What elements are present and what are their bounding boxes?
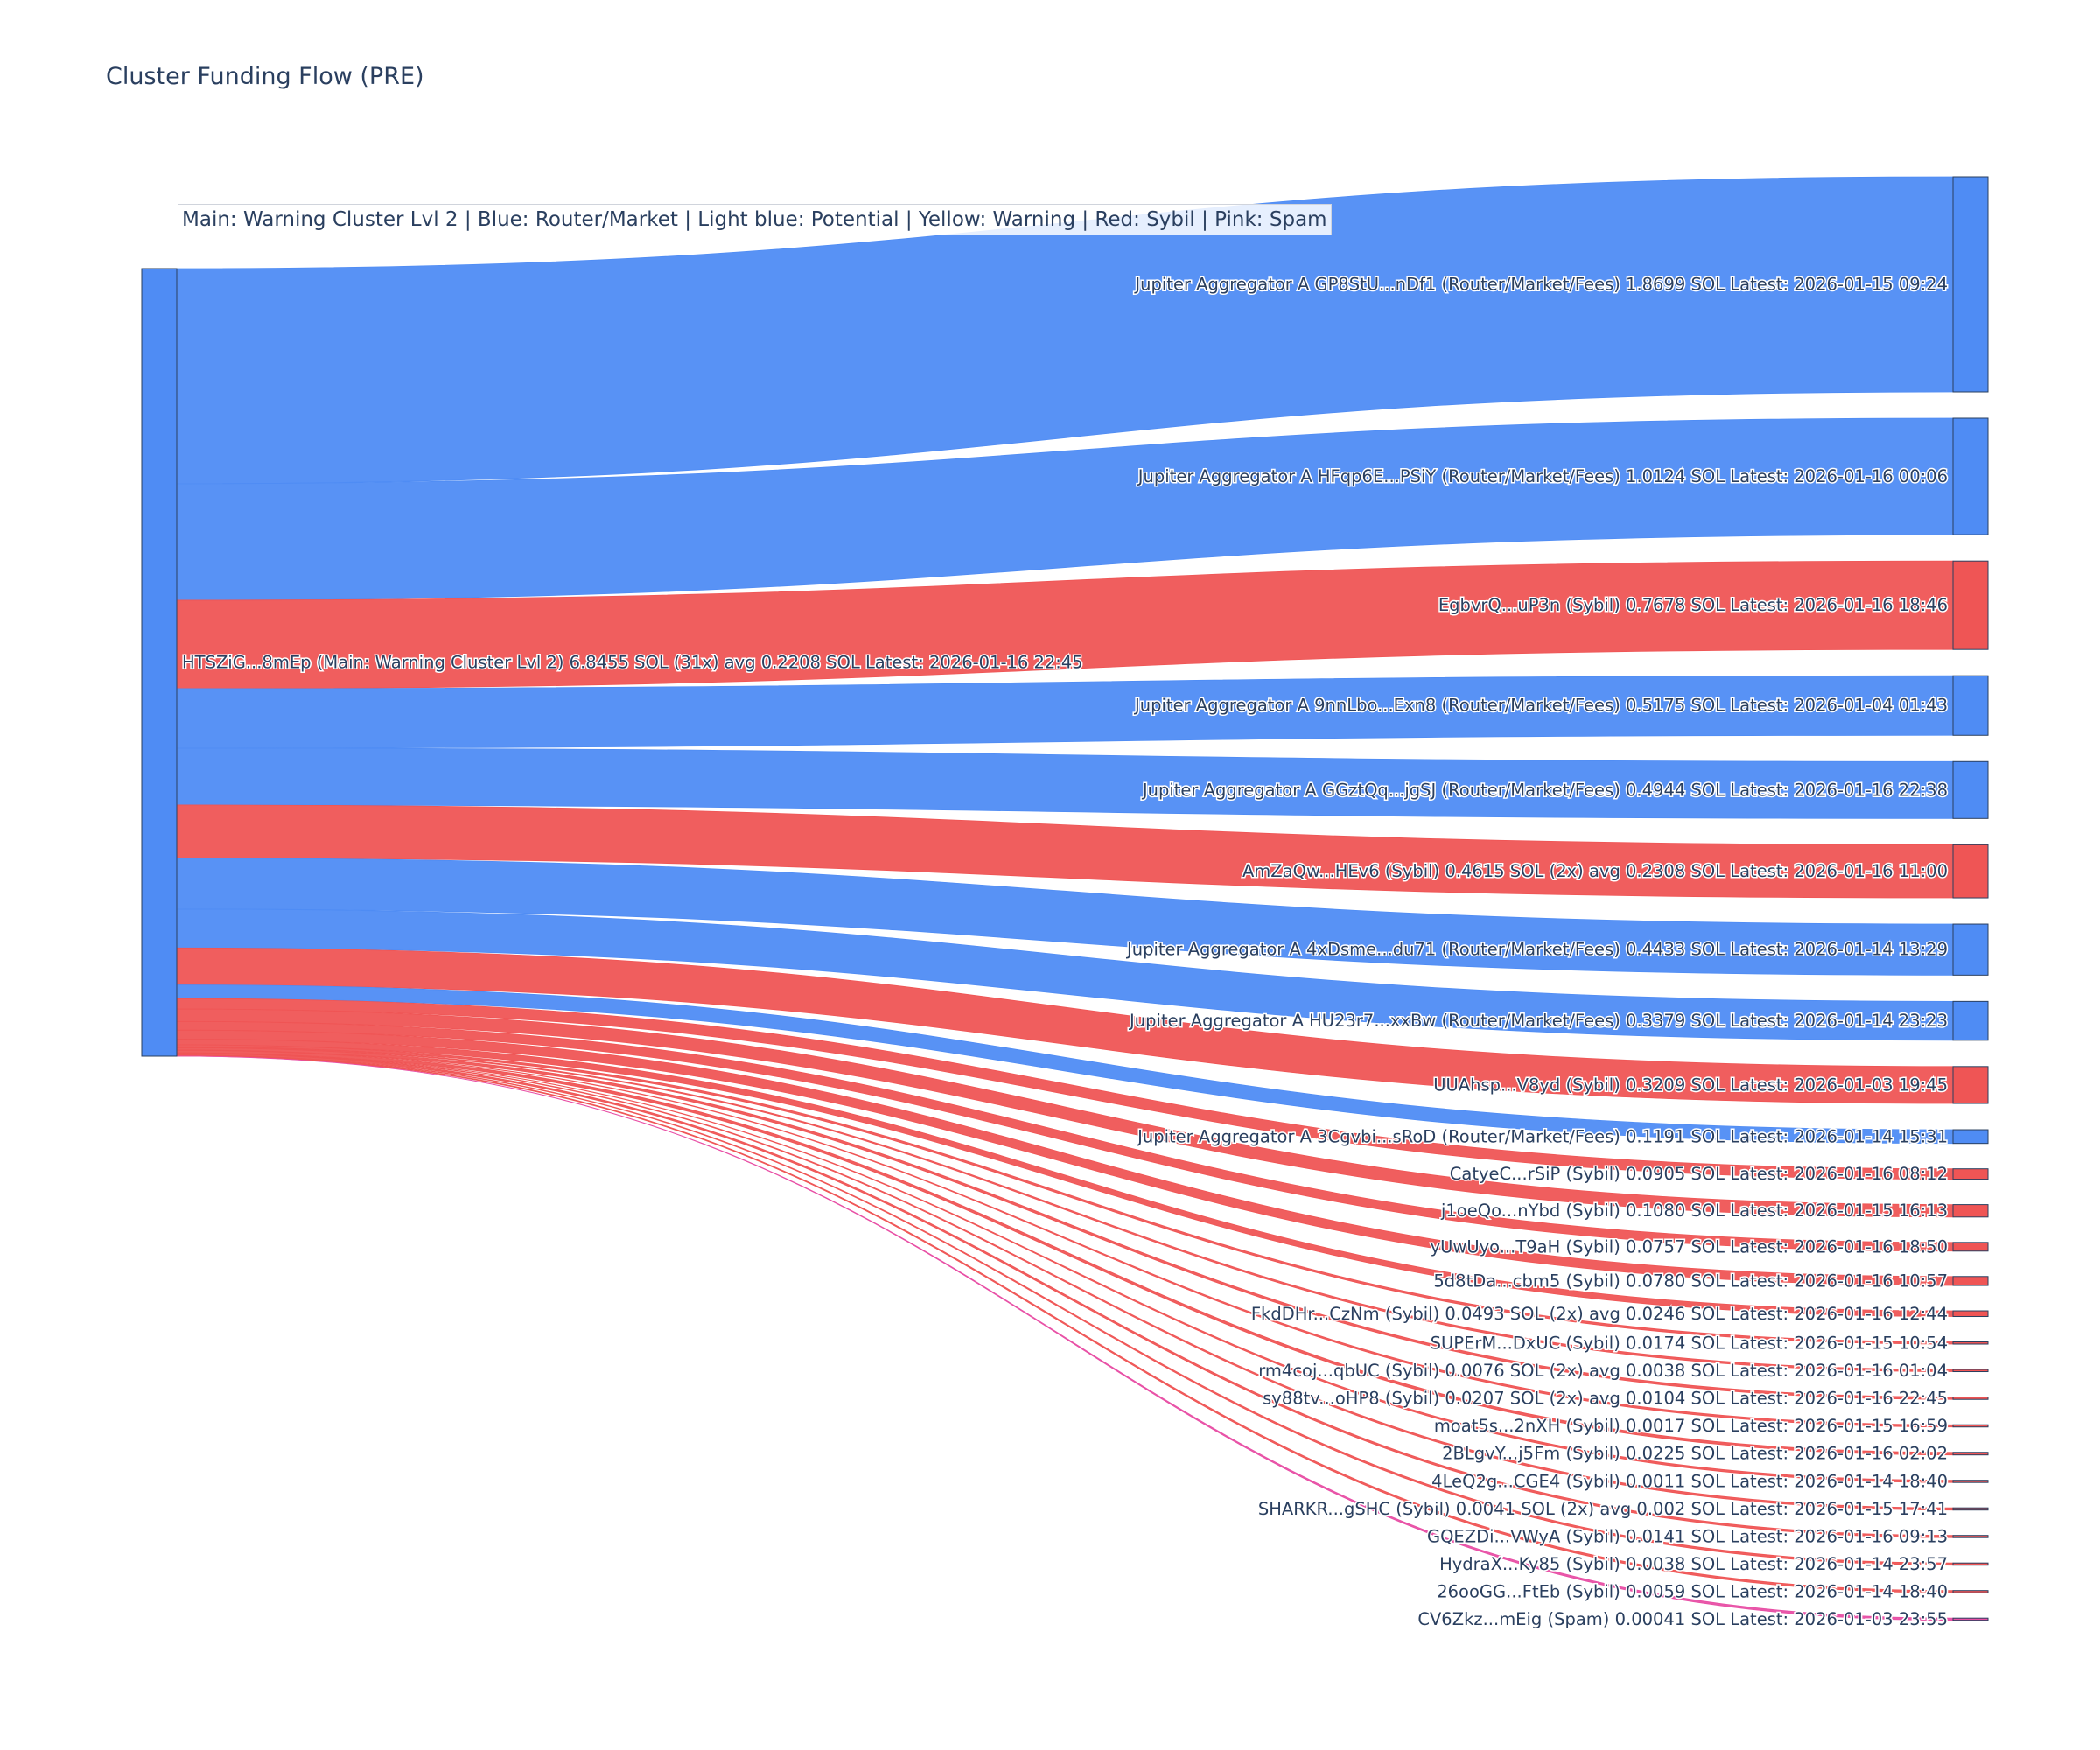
target-label-25: 26ooGG...FtEb (Sybil) 0.0059 SOL Latest:… [1437,1581,1948,1601]
target-node-13[interactable] [1952,1242,1989,1252]
target-node-14[interactable] [1952,1276,1989,1286]
target-label-11: CatyeC...rSiP (Sybil) 0.0905 SOL Latest:… [1450,1164,1948,1184]
target-label-3: EgbvrQ...uP3n (Sybil) 0.7678 SOL Latest:… [1438,595,1948,615]
target-node-26[interactable] [1952,1617,1989,1621]
target-label-19: moat5s...2nXH (Sybil) 0.0017 SOL Latest:… [1434,1416,1948,1436]
target-node-7[interactable] [1952,923,1989,976]
target-label-26: CV6Zkz...mEig (Spam) 0.00041 SOL Latest:… [1418,1609,1948,1629]
target-node-11[interactable] [1952,1168,1989,1180]
target-label-23: GQEZDi...VWyA (Sybil) 0.0141 SOL Latest:… [1427,1526,1948,1546]
target-node-6[interactable] [1952,844,1989,899]
target-node-24[interactable] [1952,1562,1989,1566]
target-label-12: j1oeQo...nYbd (Sybil) 0.1080 SOL Latest:… [1440,1200,1948,1221]
target-node-9[interactable] [1952,1066,1989,1104]
legend-note: Main: Warning Cluster Lvl 2 | Blue: Rout… [178,204,1332,235]
target-node-12[interactable] [1952,1204,1989,1218]
labels-group: Jupiter Aggregator A GP8StU...nDf1 (Rout… [181,273,1950,1630]
target-label-4: Jupiter Aggregator A 9nnLbo...Exn8 (Rout… [1133,696,1948,716]
links-group [176,176,1954,1621]
nodes-group [141,176,1989,1621]
target-node-19[interactable] [1952,1424,1989,1428]
target-node-25[interactable] [1952,1590,1989,1593]
target-node-8[interactable] [1952,1000,1989,1041]
target-label-1: Jupiter Aggregator A GP8StU...nDf1 (Rout… [1133,275,1948,295]
target-node-16[interactable] [1952,1341,1989,1345]
target-node-18[interactable] [1952,1396,1989,1400]
target-node-10[interactable] [1952,1129,1989,1144]
target-label-6: AmZaQw...HEv6 (Sybil) 0.4615 SOL (2x) av… [1242,861,1948,881]
target-label-20: 2BLgvY...j5Fm (Sybil) 0.0225 SOL Latest:… [1442,1444,1948,1464]
target-node-23[interactable] [1952,1535,1989,1538]
source-node[interactable] [141,268,178,1057]
target-label-15: FkdDHr...CzNm (Sybil) 0.0493 SOL (2x) av… [1251,1304,1948,1324]
target-node-1[interactable] [1952,176,1989,393]
target-label-17: rm4coj...qbUC (Sybil) 0.0076 SOL (2x) av… [1258,1361,1948,1381]
target-label-24: HydraX...Ky85 (Sybil) 0.0038 SOL Latest:… [1439,1554,1948,1574]
target-label-14: 5d8tDa...cbm5 (Sybil) 0.0780 SOL Latest:… [1433,1270,1948,1291]
target-label-13: yUwUyo...T9aH (Sybil) 0.0757 SOL Latest:… [1431,1236,1948,1256]
target-node-15[interactable] [1952,1310,1989,1318]
target-node-2[interactable] [1952,417,1989,536]
target-label-21: 4LeQ2g...CGE4 (Sybil) 0.0011 SOL Latest:… [1432,1471,1948,1491]
target-node-4[interactable] [1952,675,1989,736]
target-label-2: Jupiter Aggregator A HFqp6E...PSiY (Rout… [1137,466,1948,486]
target-node-3[interactable] [1952,560,1989,650]
target-label-18: sy88tv...oHP8 (Sybil) 0.0207 SOL (2x) av… [1263,1388,1948,1408]
target-label-16: SUPErM...DxUC (Sybil) 0.0174 SOL Latest:… [1431,1333,1948,1353]
target-label-10: Jupiter Aggregator A 3Cgvbi...sRoD (Rout… [1136,1126,1948,1146]
target-node-20[interactable] [1952,1452,1989,1456]
target-node-22[interactable] [1952,1507,1989,1511]
source-label: HTSZiG...8mEp (Main: Warning Cluster Lvl… [182,653,1083,673]
target-node-5[interactable] [1952,760,1989,819]
target-label-5: Jupiter Aggregator A GGztQq...jgSJ (Rout… [1141,780,1948,800]
target-node-17[interactable] [1952,1368,1989,1373]
target-label-7: Jupiter Aggregator A 4xDsme...du71 (Rout… [1125,940,1948,960]
target-label-22: SHARKR...gSHC (Sybil) 0.0041 SOL (2x) av… [1258,1499,1948,1519]
chart-title: Cluster Funding Flow (PRE) [106,63,424,90]
target-label-8: Jupiter Aggregator A HU23r7...xxBw (Rout… [1128,1011,1948,1031]
target-node-21[interactable] [1952,1480,1989,1483]
target-label-9: UUAhsp...V8yd (Sybil) 0.3209 SOL Latest:… [1433,1074,1948,1095]
